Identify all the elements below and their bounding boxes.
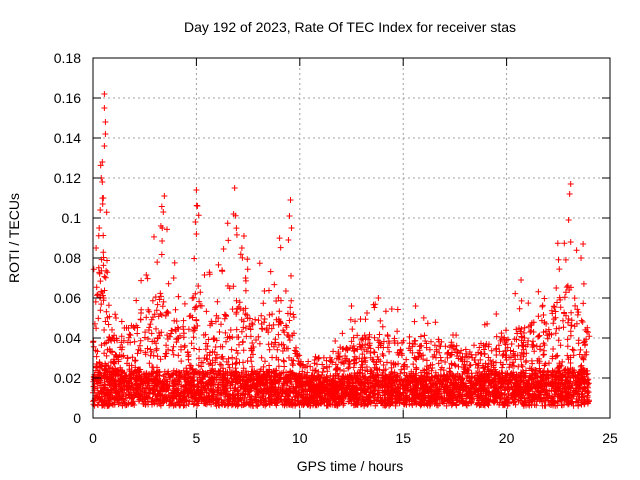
y-tick-label: 0.1 <box>62 210 82 226</box>
data-point <box>287 197 294 203</box>
y-tick-label: 0.12 <box>54 170 81 186</box>
data-point <box>580 241 587 247</box>
y-tick-label: 0 <box>73 410 81 426</box>
data-point <box>565 217 572 223</box>
data-point <box>231 185 238 191</box>
x-tick-label: 5 <box>193 430 201 446</box>
x-tick-label: 10 <box>292 430 308 446</box>
data-point <box>348 303 355 309</box>
data-point <box>102 131 109 137</box>
x-axis-label: GPS time / hours <box>297 458 404 474</box>
x-tick-label: 25 <box>602 430 618 446</box>
data-point <box>99 179 106 185</box>
y-axis-label: ROTI / TECUs <box>6 193 22 283</box>
data-point <box>93 245 100 251</box>
ticks-layer: 0 0.02 0.04 0.06 0.08 0.1 0.12 0.14 0.16 0.18 0 5 10… <box>54 50 618 446</box>
scatter-cloud <box>90 162 593 409</box>
data-point <box>193 231 200 237</box>
y-tick-label: 0.04 <box>54 330 81 346</box>
y-tick-label: 0.08 <box>54 250 81 266</box>
data-point <box>102 119 109 125</box>
x-tick-label: 0 <box>89 430 97 446</box>
data-point <box>238 245 245 251</box>
data-point <box>99 159 106 165</box>
data-point <box>493 311 500 317</box>
data-point <box>240 233 247 239</box>
y-tick-label: 0.06 <box>54 290 81 306</box>
chart-title: Day 192 of 2023, Rate Of TEC Index for r… <box>184 19 516 35</box>
data-point <box>566 191 573 197</box>
y-tick-label: 0.16 <box>54 90 81 106</box>
data-point <box>101 143 108 149</box>
x-tick-label: 15 <box>395 430 411 446</box>
data-point <box>97 207 104 213</box>
points-layer <box>90 91 593 409</box>
data-point <box>578 255 585 261</box>
data-point <box>518 277 525 283</box>
data-point <box>159 225 166 231</box>
plot-frame <box>92 57 611 419</box>
data-point <box>193 187 200 193</box>
y-tick-label: 0.02 <box>54 370 81 386</box>
data-point <box>567 239 574 245</box>
data-point <box>101 91 108 97</box>
data-point <box>286 213 293 219</box>
x-tick-label: 20 <box>499 430 515 446</box>
y-tick-label: 0.18 <box>54 50 81 66</box>
data-point <box>192 219 199 225</box>
data-point <box>567 181 574 187</box>
data-point <box>100 195 107 201</box>
data-point <box>553 285 560 291</box>
data-point <box>161 193 168 199</box>
data-point <box>375 295 382 301</box>
y-tick-label: 0.14 <box>54 130 81 146</box>
data-point <box>96 225 103 231</box>
data-point <box>160 209 167 215</box>
data-point <box>230 211 237 217</box>
data-point <box>285 237 292 243</box>
data-point <box>412 303 419 309</box>
data-point <box>194 203 201 209</box>
data-point <box>288 225 295 231</box>
data-point <box>101 105 108 111</box>
